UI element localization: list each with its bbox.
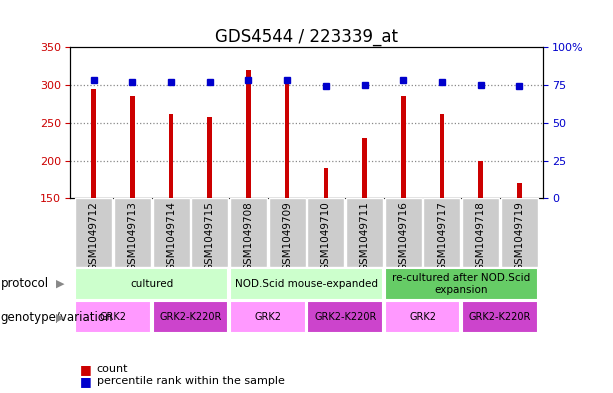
Text: count: count	[97, 364, 128, 375]
FancyBboxPatch shape	[462, 198, 499, 267]
Text: ▶: ▶	[56, 312, 64, 322]
FancyBboxPatch shape	[191, 198, 229, 267]
Text: ■: ■	[80, 363, 91, 376]
Text: NOD.Scid mouse-expanded: NOD.Scid mouse-expanded	[235, 279, 378, 289]
Bar	[169, 114, 173, 198]
Text: cultured: cultured	[130, 279, 173, 289]
Text: GSM1049718: GSM1049718	[476, 201, 485, 271]
Text: re-cultured after NOD.Scid
expansion: re-cultured after NOD.Scid expansion	[392, 273, 530, 295]
Text: GRK2: GRK2	[99, 312, 126, 322]
FancyBboxPatch shape	[153, 301, 229, 333]
Text: GSM1049711: GSM1049711	[360, 201, 370, 271]
Bar	[246, 70, 251, 198]
Bar	[207, 117, 212, 198]
FancyBboxPatch shape	[462, 301, 538, 333]
Text: GRK2-K220R: GRK2-K220R	[469, 312, 531, 322]
FancyBboxPatch shape	[501, 198, 538, 267]
Title: GDS4544 / 223339_at: GDS4544 / 223339_at	[215, 28, 398, 46]
Text: percentile rank within the sample: percentile rank within the sample	[97, 376, 284, 386]
FancyBboxPatch shape	[153, 198, 189, 267]
Text: GRK2: GRK2	[254, 312, 281, 322]
FancyBboxPatch shape	[114, 198, 151, 267]
Text: ■: ■	[80, 375, 91, 388]
Text: ▶: ▶	[56, 279, 64, 289]
FancyBboxPatch shape	[384, 301, 460, 333]
Bar	[440, 114, 444, 198]
FancyBboxPatch shape	[346, 198, 383, 267]
Bar	[324, 168, 328, 198]
Text: GRK2: GRK2	[409, 312, 436, 322]
Bar	[517, 183, 522, 198]
Bar	[91, 89, 96, 198]
Text: genotype/variation: genotype/variation	[1, 311, 113, 324]
Text: protocol: protocol	[1, 277, 49, 290]
FancyBboxPatch shape	[230, 268, 383, 300]
FancyBboxPatch shape	[230, 198, 267, 267]
Bar	[362, 138, 367, 198]
Text: GSM1049719: GSM1049719	[514, 201, 524, 271]
Bar	[401, 95, 406, 198]
FancyBboxPatch shape	[307, 301, 383, 333]
Text: GSM1049712: GSM1049712	[89, 201, 99, 271]
FancyBboxPatch shape	[307, 198, 345, 267]
Text: GSM1049716: GSM1049716	[398, 201, 408, 271]
Text: GSM1049717: GSM1049717	[437, 201, 447, 271]
FancyBboxPatch shape	[75, 268, 229, 300]
Bar	[285, 77, 289, 198]
FancyBboxPatch shape	[424, 198, 460, 267]
Text: GRK2-K220R: GRK2-K220R	[314, 312, 376, 322]
FancyBboxPatch shape	[384, 198, 422, 267]
Text: GSM1049714: GSM1049714	[166, 201, 176, 271]
Text: GRK2-K220R: GRK2-K220R	[159, 312, 222, 322]
Text: GSM1049710: GSM1049710	[321, 201, 331, 271]
Text: GSM1049708: GSM1049708	[243, 201, 253, 271]
Bar	[130, 95, 135, 198]
FancyBboxPatch shape	[268, 198, 306, 267]
Text: GSM1049715: GSM1049715	[205, 201, 215, 271]
FancyBboxPatch shape	[75, 198, 112, 267]
Bar	[478, 161, 483, 198]
FancyBboxPatch shape	[75, 301, 151, 333]
FancyBboxPatch shape	[230, 301, 306, 333]
Text: GSM1049709: GSM1049709	[282, 201, 292, 271]
FancyBboxPatch shape	[384, 268, 538, 300]
Text: GSM1049713: GSM1049713	[128, 201, 137, 271]
